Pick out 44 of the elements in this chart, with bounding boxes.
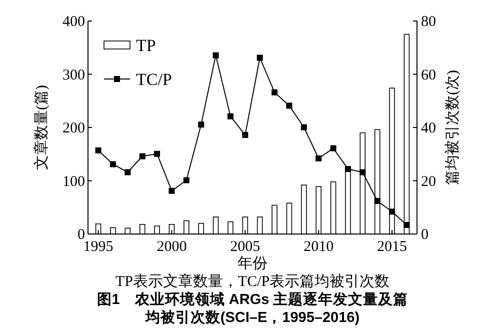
point bbox=[242, 132, 248, 138]
x-tick-label: 1995 bbox=[83, 239, 114, 255]
point bbox=[139, 153, 146, 160]
point bbox=[404, 222, 410, 228]
y-axis-title: 文章数量(篇) bbox=[33, 85, 50, 170]
y-tick-label: 100 bbox=[62, 174, 85, 190]
point bbox=[256, 54, 263, 61]
point bbox=[389, 208, 396, 215]
point bbox=[286, 102, 292, 109]
y-tick-label: 400 bbox=[62, 14, 85, 30]
y-tick-label: 0 bbox=[78, 227, 85, 243]
point bbox=[360, 169, 366, 176]
y2-tick-label: 60 bbox=[421, 67, 436, 84]
point bbox=[110, 161, 116, 168]
legend-label: TP bbox=[136, 36, 156, 55]
y2-tick-label: 40 bbox=[421, 120, 436, 136]
point bbox=[154, 150, 160, 157]
y2-axis-title: 篇均被引次数(次) bbox=[444, 70, 461, 185]
point bbox=[300, 124, 307, 130]
text: TP表示文章数量，TC/P表示篇均被引次数 bbox=[115, 273, 390, 290]
y2-tick-label: 20 bbox=[421, 174, 436, 190]
point bbox=[344, 166, 351, 172]
x-tick-label: 2015 bbox=[377, 239, 408, 255]
x-tick-label: 2005 bbox=[230, 239, 260, 255]
point bbox=[168, 188, 175, 194]
y2-tick-label: 0 bbox=[421, 227, 428, 243]
point bbox=[272, 89, 278, 96]
point bbox=[198, 122, 204, 128]
point bbox=[374, 198, 380, 204]
text: 图1 农业环境领域 ARGs 主题逐年发文量及篇均被引次数(SCI–E，1995–2016) bbox=[96, 290, 408, 326]
point bbox=[316, 155, 322, 162]
y-tick-label: 300 bbox=[62, 67, 85, 84]
point bbox=[95, 147, 102, 154]
x-tick-label: 2010 bbox=[304, 239, 334, 255]
point bbox=[330, 145, 336, 152]
point bbox=[183, 177, 190, 184]
x-tick-label: 2000 bbox=[156, 239, 187, 255]
y2-tick-label: 80 bbox=[421, 14, 436, 30]
x-axis-title: 年份 bbox=[238, 255, 268, 272]
legend-label: TC/P bbox=[136, 70, 172, 89]
point bbox=[212, 52, 219, 58]
point bbox=[124, 169, 131, 176]
point bbox=[227, 113, 234, 120]
y-tick-label: 200 bbox=[62, 120, 85, 136]
